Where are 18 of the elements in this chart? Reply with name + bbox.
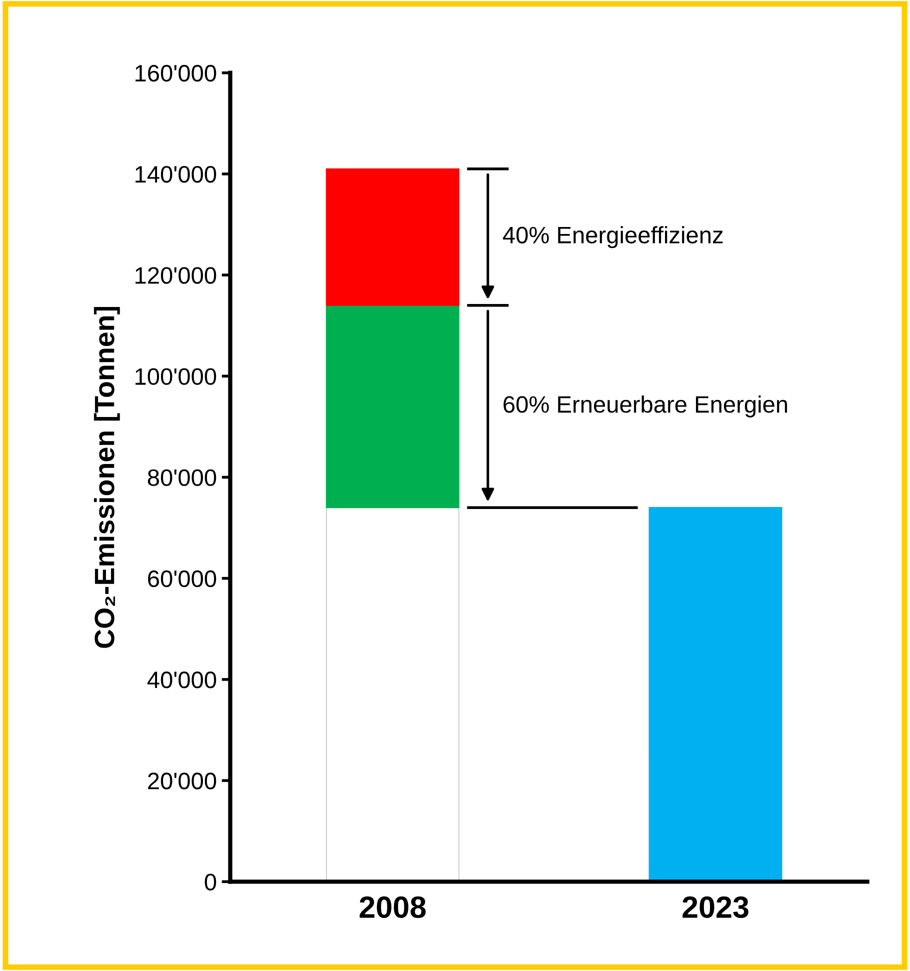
y-tick-label: 80'000: [148, 469, 216, 486]
x-tick-label: 2023: [682, 896, 748, 918]
bar: [326, 507, 460, 882]
y-tick-label: 0: [204, 874, 216, 890]
y-tick-label: 40'000: [147, 672, 216, 688]
annotation: 40% Energieeffizienz: [502, 226, 723, 248]
y-tick-label: 100'000: [136, 368, 216, 385]
annotation: 60% Erneuerbare Energien: [504, 395, 788, 418]
bar: [326, 168, 460, 306]
y-axis-title: CO₂-Emissionen [Tonnen]: [94, 306, 120, 648]
y-tick-label: 140'000: [136, 166, 216, 183]
y-tick-label: 60'000: [148, 570, 216, 588]
bar: [326, 304, 460, 508]
x-tick-label: 2008: [360, 896, 426, 918]
y-tick-label: 20'000: [148, 772, 216, 790]
y-tick-label: 160'000: [136, 64, 216, 82]
y-tick-label: 120'000: [136, 267, 216, 284]
bar: [648, 507, 782, 882]
